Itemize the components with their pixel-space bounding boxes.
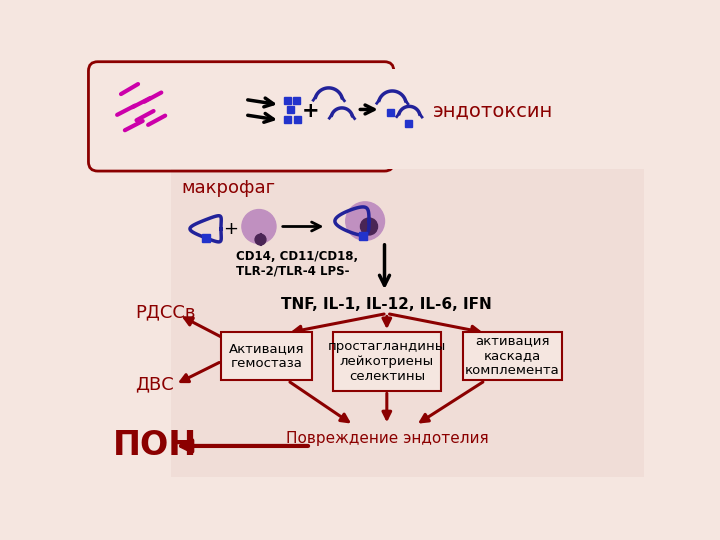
Circle shape: [361, 218, 377, 235]
Text: +: +: [223, 220, 238, 238]
Text: РДССв: РДССв: [135, 303, 195, 322]
Bar: [202, 234, 210, 242]
Bar: [359, 232, 367, 240]
Bar: [463, 332, 562, 380]
Bar: [405, 120, 413, 127]
Bar: [294, 117, 301, 123]
Text: макрофаг: макрофаг: [181, 179, 276, 197]
Bar: [287, 106, 294, 113]
Text: CD14, CD11/CD18,
TLR-2/TLR-4 LPS-: CD14, CD11/CD18, TLR-2/TLR-4 LPS-: [235, 249, 358, 278]
Text: эндотоксин: эндотоксин: [433, 102, 553, 120]
Bar: [221, 332, 312, 380]
Bar: [333, 332, 441, 390]
Bar: [387, 109, 394, 116]
Bar: [293, 97, 300, 104]
Bar: [284, 116, 291, 123]
Text: TNF, IL-1, IL-12, IL-6, IFN: TNF, IL-1, IL-12, IL-6, IFN: [282, 298, 492, 312]
Text: Повреждение эндотелия: Повреждение эндотелия: [286, 430, 488, 445]
Text: +: +: [302, 101, 320, 121]
Text: Активация
гемостаза: Активация гемостаза: [229, 342, 305, 370]
Text: ДВС: ДВС: [135, 375, 174, 393]
Circle shape: [242, 210, 276, 244]
Bar: [284, 97, 291, 104]
Text: простагландины
лейкотриены
селектины: простагландины лейкотриены селектины: [328, 340, 446, 383]
Text: ПОН: ПОН: [113, 429, 197, 462]
Circle shape: [346, 202, 384, 240]
Bar: [171, 168, 644, 477]
Circle shape: [255, 234, 266, 245]
Text: активация
каскада
комплемента: активация каскада комплемента: [465, 334, 559, 377]
Bar: [350, 69, 396, 169]
